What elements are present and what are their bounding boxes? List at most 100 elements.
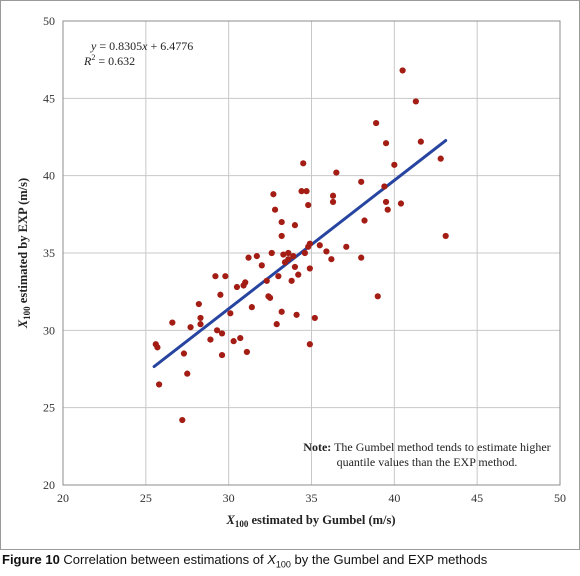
data-point <box>328 256 335 263</box>
data-point <box>271 206 279 213</box>
x-tick-label: 30 <box>223 491 235 505</box>
data-point <box>285 249 292 257</box>
data-point <box>280 251 287 258</box>
data-point <box>417 138 424 145</box>
data-point <box>245 254 252 261</box>
data-point <box>298 188 305 195</box>
y-tick-labels: 20 25 30 35 40 45 50 <box>43 14 55 492</box>
data-point <box>311 314 318 322</box>
figure-caption: Figure 10 Correlation between estimation… <box>2 552 578 570</box>
data-point <box>399 67 406 74</box>
y-tick-label: 25 <box>43 401 55 415</box>
data-point <box>222 273 229 280</box>
data-point <box>358 254 365 261</box>
data-point <box>329 192 337 199</box>
data-point <box>329 198 337 206</box>
data-point <box>374 293 381 300</box>
x-axis-label: X100 estimated by Gumbel (m/s) <box>225 513 395 529</box>
data-point <box>273 321 280 328</box>
x-tick-label: 50 <box>554 491 566 505</box>
data-point <box>195 300 202 308</box>
note-line-1: Note: The Gumbel method tends to estimat… <box>303 440 550 454</box>
data-point <box>218 330 226 337</box>
data-point <box>248 304 255 311</box>
data-points <box>152 67 449 424</box>
data-point <box>217 291 224 298</box>
data-point <box>382 198 390 206</box>
data-point <box>303 188 310 195</box>
data-point <box>187 324 194 331</box>
data-point <box>316 242 323 249</box>
plot-border <box>62 20 561 486</box>
data-point <box>293 311 300 318</box>
data-point <box>169 319 176 326</box>
data-point <box>384 206 391 213</box>
y-tick-label: 40 <box>43 169 55 183</box>
data-point <box>381 183 388 190</box>
data-point <box>268 249 275 257</box>
data-point <box>197 321 204 328</box>
data-point <box>237 334 244 342</box>
data-point <box>278 232 285 240</box>
data-point <box>285 256 292 263</box>
data-point <box>306 240 313 247</box>
data-point <box>343 243 350 250</box>
data-point <box>412 98 419 105</box>
x-tick-label: 45 <box>471 491 483 505</box>
y-tick-label: 20 <box>43 478 55 492</box>
data-point <box>218 351 226 359</box>
data-point <box>266 294 274 301</box>
caption-prefix: Figure 10 <box>2 552 60 567</box>
data-point <box>291 222 299 229</box>
grid-lines <box>63 21 560 485</box>
x-tick-label: 40 <box>388 491 400 505</box>
y-tick-label: 50 <box>43 14 55 28</box>
data-point <box>242 279 249 286</box>
x-tick-label: 25 <box>140 491 152 505</box>
data-point <box>154 344 161 351</box>
y-tick-label: 45 <box>43 91 55 105</box>
data-point <box>358 178 365 185</box>
data-point <box>180 350 188 357</box>
data-point <box>243 348 250 356</box>
note-line-2: quantile values than the EXP method. <box>337 455 518 469</box>
data-point <box>263 277 270 284</box>
y-tick-label: 35 <box>43 246 55 260</box>
x-tick-labels: 20 25 30 35 40 45 50 <box>57 491 566 505</box>
data-point <box>155 381 163 388</box>
data-point <box>227 310 234 317</box>
data-point <box>300 160 307 167</box>
data-point <box>301 249 308 257</box>
caption-text-1: Correlation between estimations of <box>59 552 268 567</box>
data-point <box>278 308 285 315</box>
data-point <box>213 327 221 334</box>
caption-sub: 100 <box>275 559 291 570</box>
data-point <box>207 336 214 343</box>
data-point <box>291 263 299 271</box>
equation-label: y = 0.8305x + 6.4776 <box>90 39 193 53</box>
y-tick-label: 30 <box>43 323 55 337</box>
data-point <box>212 273 219 280</box>
data-point <box>179 416 186 424</box>
scatter-chart: 20 25 30 35 40 45 50 20 25 30 35 40 45 50 y = 0.8305… <box>16 14 566 529</box>
data-point <box>306 341 313 348</box>
data-point <box>305 201 312 209</box>
caption-text-2: by the Gumbel and EXP methods <box>290 552 488 567</box>
data-point <box>361 217 368 224</box>
x-tick-label: 35 <box>306 491 318 505</box>
data-point <box>184 370 191 377</box>
data-point <box>333 169 340 176</box>
x-tick-label: 20 <box>57 491 69 505</box>
y-axis-label: X100 estimated by EXP (m/s) <box>16 178 32 329</box>
data-point <box>373 119 380 127</box>
r-squared-label: R2 = 0.632 <box>83 53 135 68</box>
data-point <box>290 252 297 260</box>
data-point <box>275 273 282 280</box>
data-point <box>391 161 398 168</box>
data-point <box>230 338 237 345</box>
data-point <box>295 271 302 278</box>
data-point <box>253 252 260 260</box>
data-point <box>233 283 241 291</box>
data-point <box>442 232 449 240</box>
data-point <box>397 200 405 207</box>
